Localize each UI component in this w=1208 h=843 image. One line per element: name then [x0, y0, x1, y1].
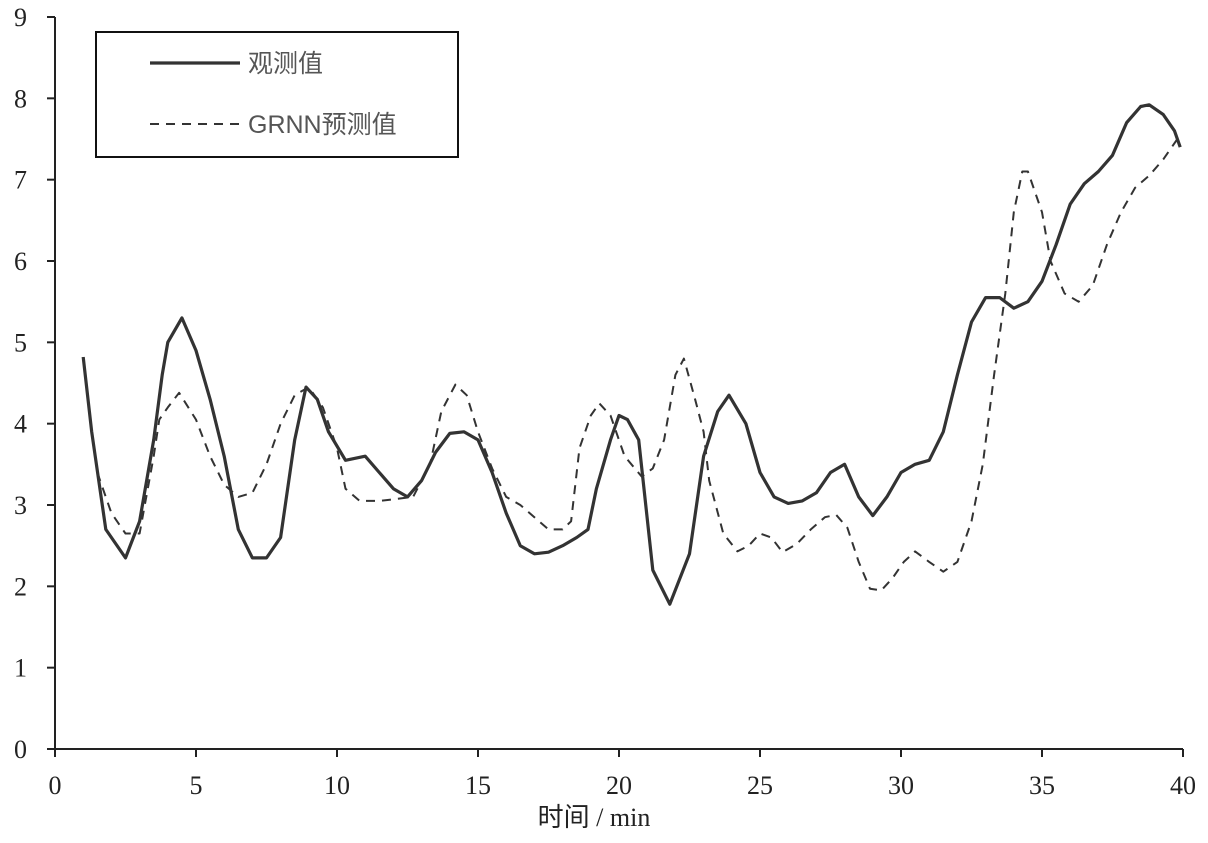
legend-box [95, 31, 459, 158]
y-tick-label: 5 [14, 328, 27, 357]
y-tick-label: 4 [14, 410, 27, 439]
y-tick-label: 7 [14, 166, 27, 195]
x-tick-label: 5 [190, 771, 203, 800]
y-tick-label: 9 [14, 3, 27, 32]
y-tick-label: 6 [14, 247, 27, 276]
legend-label: 观测值 [248, 50, 323, 78]
y-tick-label: 0 [14, 735, 27, 764]
x-axis-label: 时间 / min [538, 803, 651, 832]
x-tick-label: 30 [888, 771, 914, 800]
x-tick-label: 35 [1029, 771, 1055, 800]
x-tick-label: 20 [606, 771, 632, 800]
y-tick-label: 3 [14, 491, 27, 520]
y-tick-label: 8 [14, 84, 27, 113]
y-tick-label: 2 [14, 572, 27, 601]
legend-label: GRNN预测值 [248, 111, 397, 139]
y-tick-label: 1 [14, 654, 27, 683]
data-line [81, 103, 1182, 606]
x-tick-label: 0 [49, 771, 62, 800]
data-line [96, 138, 1179, 592]
x-tick-label: 15 [465, 771, 491, 800]
x-tick-label: 10 [324, 771, 350, 800]
x-tick-label: 25 [747, 771, 773, 800]
x-tick-label: 40 [1170, 771, 1196, 800]
